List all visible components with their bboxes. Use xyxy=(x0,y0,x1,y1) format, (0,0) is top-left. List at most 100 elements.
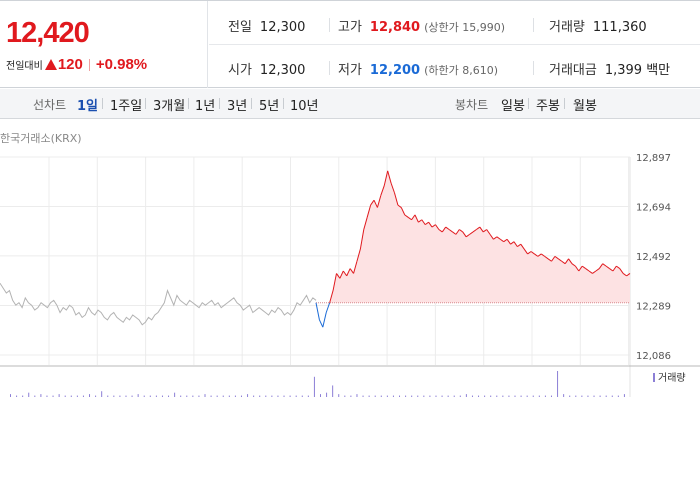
volume-bar xyxy=(350,395,352,397)
volume-bar xyxy=(192,395,194,397)
volume-bar xyxy=(277,395,279,397)
previous-day-line xyxy=(0,282,317,326)
today-line-segment xyxy=(359,229,365,250)
divider xyxy=(145,98,146,109)
up-arrow-icon xyxy=(44,59,57,70)
divider xyxy=(251,98,252,109)
volume-bar xyxy=(386,395,388,397)
today-line-segment xyxy=(356,248,361,262)
today-line-segment xyxy=(373,200,378,208)
today-line-segment xyxy=(462,231,467,238)
divider xyxy=(329,18,330,32)
low-value: 12,200 xyxy=(369,63,421,78)
volume-bar xyxy=(465,394,467,397)
divider xyxy=(283,98,284,109)
volume-bar xyxy=(168,395,170,397)
today-line-segment xyxy=(315,302,320,320)
volume-bar xyxy=(429,395,431,397)
today-line-segment xyxy=(592,270,597,274)
stat-prev-close: 전일 12,300 xyxy=(228,16,305,35)
volume-bar xyxy=(344,395,346,397)
today-line-segment xyxy=(325,302,331,313)
volume-bar xyxy=(478,395,480,397)
volume-bar xyxy=(295,395,297,397)
candle-daily[interactable]: 일봉 xyxy=(501,99,525,114)
divider xyxy=(564,98,565,109)
volume-bar xyxy=(125,395,127,397)
stat-high: 고가 12,840 (상한가 15,990) xyxy=(338,16,505,35)
today-line-segment xyxy=(547,258,552,262)
today-line-segment xyxy=(431,224,436,228)
today-line-segment xyxy=(441,226,447,233)
today-line-segment xyxy=(459,229,464,233)
volume-bar xyxy=(544,395,546,397)
today-line-segment xyxy=(479,226,484,233)
upper-limit: (상한가 15,990) xyxy=(424,21,506,34)
today-line-segment xyxy=(404,214,409,218)
today-line-segment xyxy=(411,214,416,221)
today-line-segment xyxy=(366,204,372,218)
open-label: 시가 xyxy=(228,63,252,78)
volume-bar xyxy=(508,395,510,397)
volume-bar xyxy=(283,395,285,397)
volume-bar xyxy=(405,395,407,397)
volume-bar xyxy=(95,395,97,397)
volume-bar xyxy=(502,395,504,397)
volume-bar xyxy=(198,395,200,397)
volume-bar xyxy=(46,395,48,397)
today-line-segment xyxy=(544,255,549,260)
today-line-segment xyxy=(363,217,368,230)
volume-bar xyxy=(526,395,528,397)
today-line-segment xyxy=(448,229,453,233)
volume-bar xyxy=(228,395,230,397)
prev-close-value: 12,300 xyxy=(259,20,306,35)
period-3-months[interactable]: 3개월 xyxy=(153,99,186,114)
volume-bar xyxy=(490,395,492,397)
today-line-segment xyxy=(564,258,569,264)
volume-bar xyxy=(557,371,559,397)
today-line-segment xyxy=(496,236,501,240)
candle-monthly[interactable]: 월봉 xyxy=(573,99,597,114)
today-line-segment xyxy=(530,251,535,255)
volume-bar xyxy=(514,395,516,397)
volume-bar xyxy=(593,395,595,397)
volume-bar xyxy=(411,395,413,397)
volume-bar xyxy=(441,395,443,397)
today-line-segment xyxy=(588,270,593,274)
volume-bar xyxy=(259,395,261,397)
volume-bar xyxy=(107,395,109,397)
stat-volume: 거래량 111,360 xyxy=(549,16,647,35)
y-tick-label: 12,289 xyxy=(636,301,671,312)
period-5-years[interactable]: 5년 xyxy=(259,99,280,114)
volume-bar xyxy=(210,395,212,397)
volume-bars xyxy=(10,371,625,397)
period-3-years[interactable]: 3년 xyxy=(227,99,248,114)
candle-weekly[interactable]: 주봉 xyxy=(536,99,560,114)
today-line-segment xyxy=(455,229,460,235)
today-line-segment xyxy=(465,233,470,238)
today-line-segment xyxy=(329,290,334,303)
up-area xyxy=(316,170,630,303)
volume-bar xyxy=(617,395,619,397)
period-1-day[interactable]: 1일 xyxy=(77,99,99,114)
volume-bar xyxy=(453,395,455,397)
period-10-years[interactable]: 10년 xyxy=(290,99,319,114)
today-line-segment xyxy=(486,229,491,235)
volume-bar xyxy=(605,395,607,397)
y-tick-label: 12,897 xyxy=(636,153,671,164)
period-1-year[interactable]: 1년 xyxy=(195,99,216,114)
volume-bar xyxy=(459,395,461,397)
volume-bar xyxy=(137,394,139,397)
today-line-segment xyxy=(445,226,450,230)
today-line-segment xyxy=(414,214,419,223)
high-value: 12,840 xyxy=(369,20,421,35)
today-line-segment xyxy=(380,185,385,196)
today-line-segment xyxy=(400,207,406,216)
candle-chart-label: 봉차트 xyxy=(455,98,489,112)
period-1-week[interactable]: 1주일 xyxy=(110,99,143,114)
volume-value: 111,360 xyxy=(592,20,647,35)
today-line-segment xyxy=(342,270,348,277)
today-line-segment xyxy=(482,229,487,233)
price-summary: 12,420 전일대비 120 +0.98% 전일 12,300 고가 12,840 (상… xyxy=(0,0,700,88)
today-line-segment xyxy=(554,255,559,260)
